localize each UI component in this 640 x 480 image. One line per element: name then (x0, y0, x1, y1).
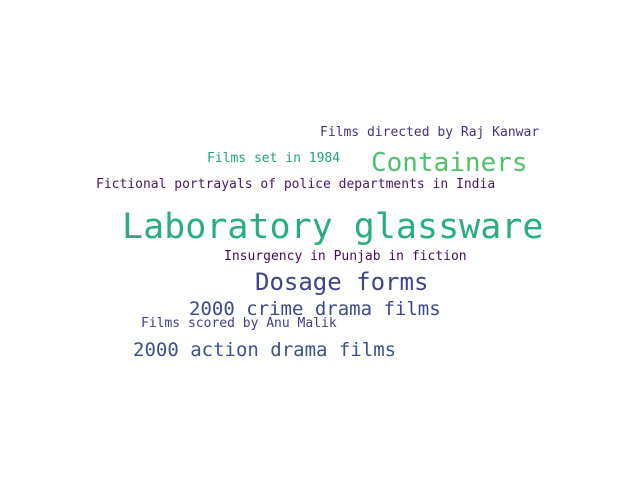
word-fictional-portrayals-police-india: Fictional portrayals of police departmen… (96, 177, 496, 192)
word-2000-crime-drama-films: 2000 crime drama films (189, 298, 441, 320)
word-2000-action-drama-films: 2000 action drama films (133, 339, 397, 361)
word-films-scored-by-anu-malik: Films scored by Anu Malik (141, 316, 337, 331)
word-laboratory-glassware: Laboratory glassware (122, 207, 544, 247)
word-containers: Containers (371, 148, 528, 178)
word-films-set-in-1984: Films set in 1984 (207, 151, 341, 166)
word-films-directed-by-raj-kanwar: Films directed by Raj Kanwar (320, 125, 540, 140)
word-insurgency-in-punjab-in-fiction: Insurgency in Punjab in fiction (224, 249, 467, 264)
word-dosage-forms: Dosage forms (255, 268, 429, 296)
